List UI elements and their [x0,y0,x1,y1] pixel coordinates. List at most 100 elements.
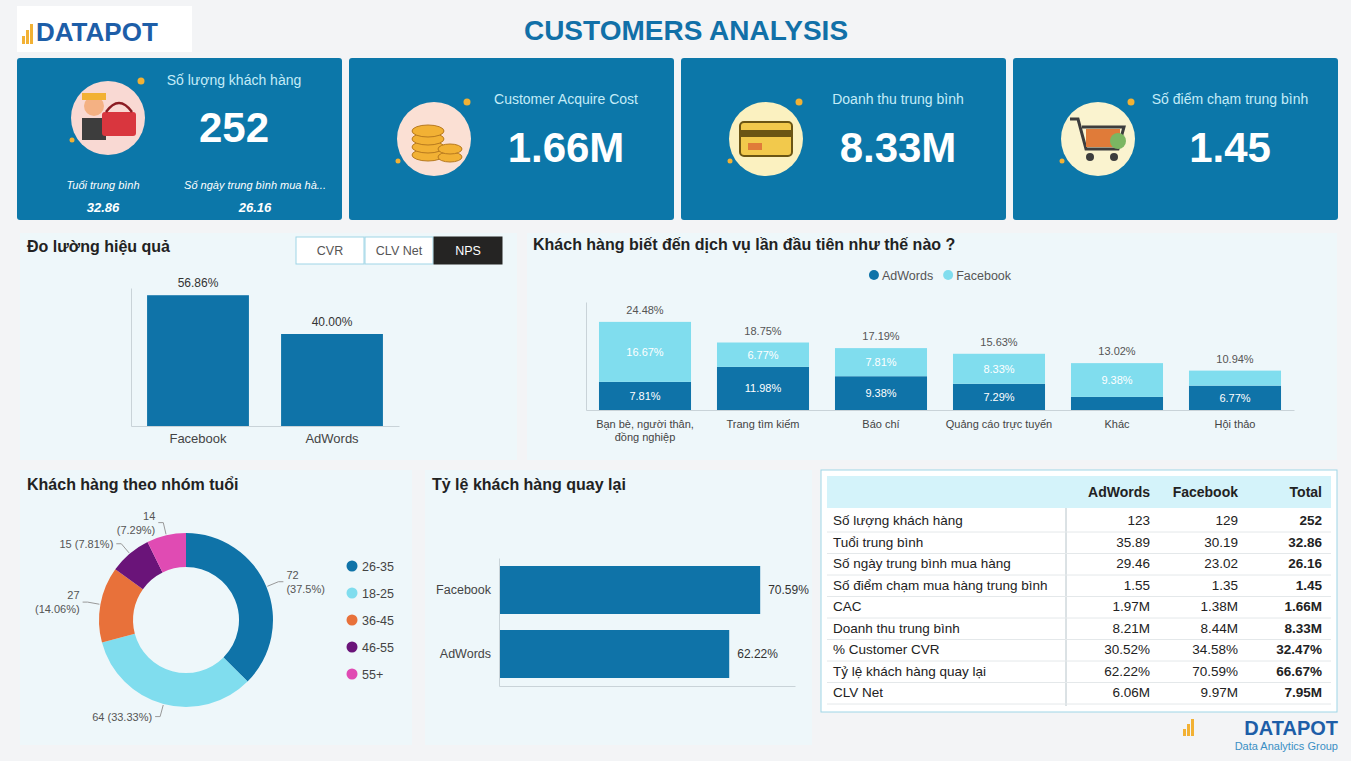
slicer-button[interactable]: CVR [296,237,364,264]
cell: 29.46 [1116,556,1150,571]
button-background[interactable] [434,237,502,264]
row-label: Doanh thu trung bình [833,621,960,636]
row-separator [827,661,1331,662]
kpi-label: Số điểm chạm trung bình [1152,91,1308,107]
data-label: 14(7.29%) [117,510,156,536]
row-separator [827,704,1331,705]
button-background[interactable] [365,237,433,264]
icon-coin [438,144,462,154]
legend-label: Facebook [956,269,1012,283]
kpi-card: Customer Acquire Cost1.66M [349,58,674,220]
row-label: % Customer CVR [833,642,940,657]
bar [499,630,729,678]
column-header: Facebook [1173,484,1239,500]
slice [186,533,273,682]
label-line: Khác [1104,418,1130,430]
kpi-label: Số lượng khách hàng [167,72,302,88]
label-line: 27 [67,589,79,601]
kpi-sub-label: Tuổi trung bình [66,179,139,191]
cell: 8.44M [1200,621,1238,636]
slicer-button[interactable]: NPS [434,237,502,264]
kpi-sub-value: 32.86 [87,200,120,215]
panel-title: Khách hàng theo nhóm tuổi [27,476,239,493]
button-background[interactable] [296,237,364,264]
tick-label: Hội thảo [1215,418,1256,430]
legend-marker [869,270,879,280]
slicer-button[interactable]: CLV Net [365,237,433,264]
data-label: 11.98% [745,382,782,394]
cell: 35.89 [1116,535,1150,550]
label-line: (37.5%) [286,583,325,595]
legend-label: 26-35 [362,560,394,574]
cell: 8.33M [1284,621,1322,636]
cell: 129 [1215,513,1238,528]
icon-dot [728,159,733,164]
button-label[interactable]: CVR [317,244,343,258]
label-line: Hội thảo [1215,418,1256,430]
cell: 34.58% [1192,642,1238,657]
data-labels: 56.86% 40.00% [178,276,353,329]
legend-label: 55+ [362,668,383,682]
page-title: CUSTOMERS ANALYSIS [524,15,848,46]
data-label: 56.86% [178,276,219,290]
panel [20,233,517,460]
axis-line [586,303,587,411]
button-label[interactable]: CLV Net [376,244,423,258]
table-header-background [827,476,1331,508]
label-line: 72 [286,569,298,581]
bar-segment [599,382,691,410]
kpi-sub-label: Số ngày trung bình mua hà... [184,179,326,191]
tick: AdWords [305,431,359,446]
kpi-value: 1.66M [508,124,625,171]
cell: 7.95M [1284,685,1322,700]
button-label[interactable]: NPS [455,244,481,258]
icon-circle [71,81,145,155]
label-line: (14.06%) [35,603,80,615]
data-label: 7.81% [629,390,660,402]
y-axis [131,289,132,427]
tick-label: Facebook [436,583,492,597]
icon-dot [396,159,401,164]
tick-label: Quảng cáo trực tuyến [946,418,1052,430]
bar-segment [1189,371,1281,386]
slices [99,533,273,707]
data-label: 27 (14.06%) [35,589,80,615]
icon-stripe [740,130,792,137]
logo-box [17,6,192,52]
icon-dot [1128,99,1135,106]
panel [20,470,412,745]
total-label: 24.48% [626,304,664,316]
cell: 26.16 [1288,556,1322,571]
card-background [1013,58,1338,220]
tick: Quảng cáo trực tuyến [946,418,1052,430]
cell: 32.47% [1276,642,1322,657]
icon-wheel [1086,153,1094,161]
legend-marker [347,615,358,626]
row-label: Số lượng khách hàng [833,513,963,528]
cell: 23.02 [1204,556,1238,571]
cell: 1.66M [1284,599,1322,614]
logo-icon [26,30,29,44]
data-labels: 72(37.5%)64 (33.33%)27(14.06%)15 (7.81%)… [35,510,325,723]
tick: Báo chí [862,418,899,430]
data-label: 40.00% [312,315,353,329]
icon-chip [748,143,762,150]
icon-basket [102,112,136,136]
tick: Facebook [169,431,227,446]
cell: 252 [1299,513,1322,528]
watermark-icon [1183,729,1186,736]
kpi-sub-value: 26.16 [238,200,272,215]
tick: AdWords [440,647,491,661]
data-label: 7.81% [865,356,896,368]
legend-marker [347,588,358,599]
row-separator [827,532,1331,533]
panel-title: Đo lường hiệu quả [27,238,170,255]
icon-dot [464,99,471,106]
icon-coin [412,125,444,137]
bars [599,322,1281,410]
icon-dot [70,138,75,143]
watermark-icon [1191,719,1194,736]
bar-segment [1189,386,1281,410]
data-label: 72 (37.5%) [286,569,325,595]
axis-line [587,410,1295,411]
